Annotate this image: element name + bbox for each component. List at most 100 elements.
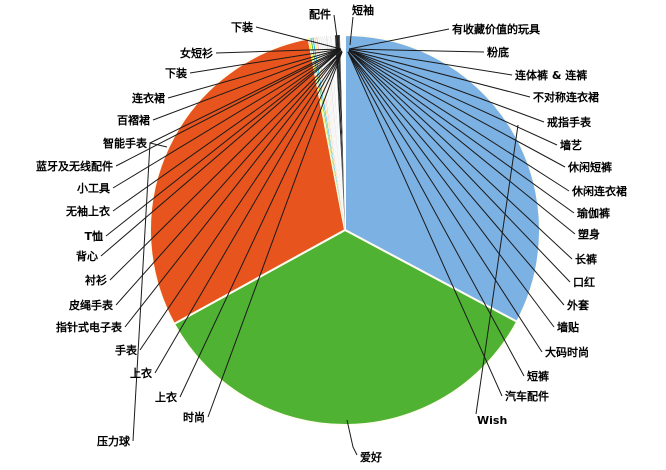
slice-label: 下装 bbox=[231, 20, 253, 34]
slice-label: 皮绳手表 bbox=[68, 298, 114, 312]
pie-slice[interactable] bbox=[308, 38, 346, 231]
label-connector-line bbox=[348, 48, 513, 76]
pie-slice[interactable] bbox=[332, 35, 345, 230]
label-connector-line bbox=[115, 49, 342, 167]
pie-slice[interactable] bbox=[321, 36, 345, 230]
slice-label: 智能手表 bbox=[103, 136, 148, 150]
pie-slice[interactable] bbox=[338, 35, 345, 231]
label-connector-line bbox=[348, 49, 558, 146]
pie-slice[interactable] bbox=[319, 36, 345, 230]
label-connector-line bbox=[348, 48, 485, 53]
pie-slice[interactable] bbox=[317, 36, 345, 231]
label-connector-line bbox=[348, 50, 576, 235]
slice-label: 百褶裙 bbox=[117, 113, 150, 127]
label-connector-line bbox=[112, 49, 342, 212]
slice-label-aihao: 爱好 bbox=[360, 450, 382, 464]
slice-label: 无袖上衣 bbox=[65, 204, 111, 218]
label-connector-line bbox=[115, 50, 343, 306]
pie-slice[interactable] bbox=[340, 35, 345, 230]
pie-slice[interactable] bbox=[342, 35, 345, 231]
pie-slice[interactable] bbox=[341, 35, 345, 230]
slice-label: 下装 bbox=[165, 66, 187, 80]
label-connector-line bbox=[149, 48, 342, 144]
slice-label: 背心 bbox=[76, 249, 98, 263]
pie-slice[interactable] bbox=[312, 37, 345, 230]
slice-label: 连体裤 & 连裤 bbox=[515, 68, 587, 82]
pie-slice[interactable] bbox=[318, 36, 345, 231]
slice-label: 墙贴 bbox=[557, 320, 579, 334]
label-connector-line bbox=[124, 50, 343, 328]
label-connector-line bbox=[348, 49, 531, 98]
slice-label: 衬衫 bbox=[85, 273, 107, 287]
label-connector-line bbox=[179, 51, 343, 398]
label-connector-line bbox=[347, 51, 543, 353]
pie-slice[interactable] bbox=[336, 35, 345, 230]
pie-slice[interactable] bbox=[316, 36, 345, 231]
slice-label: 汽车配件 bbox=[505, 389, 549, 403]
label-connector-line bbox=[348, 49, 566, 168]
pie-slice[interactable] bbox=[344, 34, 345, 231]
label-connector-line bbox=[105, 49, 342, 237]
slice-label: 塑身 bbox=[578, 227, 600, 241]
pie-slice[interactable] bbox=[343, 35, 345, 230]
slice-label-duanxiu: 短袖 bbox=[352, 3, 374, 17]
slice-label: 小工具 bbox=[76, 181, 110, 195]
slice-label: 短裤 bbox=[527, 369, 549, 383]
label-connector-line bbox=[112, 49, 342, 189]
pie-slice[interactable] bbox=[331, 35, 345, 231]
slice-label: 瑜伽裤 bbox=[577, 206, 610, 220]
pie-slice[interactable] bbox=[322, 36, 345, 230]
label-connector-line bbox=[255, 26, 342, 50]
label-connector-line bbox=[215, 48, 342, 54]
pie-slice[interactable] bbox=[330, 35, 345, 230]
pie-slice[interactable] bbox=[333, 35, 345, 231]
pie-slice[interactable] bbox=[329, 35, 345, 230]
slice-label: 时尚 bbox=[183, 410, 205, 424]
pie-slice[interactable] bbox=[334, 35, 345, 230]
label-connector-line bbox=[154, 51, 343, 374]
label-connectors bbox=[100, 14, 576, 456]
slice-label: 粉底 bbox=[487, 45, 509, 59]
label-connector-line bbox=[346, 419, 358, 456]
label-connector-line bbox=[347, 51, 565, 306]
pie-slice[interactable] bbox=[313, 37, 345, 230]
label-connector-line bbox=[109, 50, 343, 281]
pie-slice[interactable] bbox=[311, 37, 345, 230]
slice-label-peijian: 配件 bbox=[309, 7, 331, 21]
pie-slice[interactable] bbox=[327, 35, 345, 231]
label-connector-line bbox=[100, 49, 342, 257]
label-connector-line bbox=[348, 50, 571, 283]
slice-label: 指针式电子表 bbox=[56, 320, 123, 334]
label-connector-line bbox=[333, 14, 339, 46]
pie-slice[interactable] bbox=[326, 35, 345, 230]
label-connector-line bbox=[207, 51, 343, 418]
slice-labels: 配件 短袖 下装 女短衫 下装 连衣裙 百褶裙 智能手表 蓝牙及无线配件 小工具… bbox=[36, 3, 627, 464]
label-connector-line bbox=[347, 51, 503, 397]
pie-slice[interactable] bbox=[324, 36, 345, 231]
label-connector-line bbox=[189, 48, 342, 74]
pie-slice[interactable] bbox=[172, 228, 519, 426]
label-connector-line bbox=[347, 51, 525, 377]
slice-label: 手表 bbox=[115, 343, 138, 357]
slice-label: 戒指手表 bbox=[547, 115, 592, 129]
label-connector-line bbox=[348, 50, 573, 260]
pie-slice[interactable] bbox=[328, 35, 345, 231]
pie-slice[interactable] bbox=[339, 35, 345, 231]
label-connector-line bbox=[348, 49, 545, 123]
slice-label: 口红 bbox=[573, 275, 595, 289]
slice-label: 不对称连衣裙 bbox=[533, 90, 599, 104]
slice-label-yaliqiu: 压力球 bbox=[97, 434, 131, 448]
pie-slice[interactable] bbox=[323, 36, 345, 230]
label-connector-line bbox=[347, 51, 555, 328]
slice-label: 上衣 bbox=[130, 366, 153, 380]
slice-label: 蓝牙及无线配件 bbox=[36, 159, 113, 173]
slice-label: 外套 bbox=[566, 298, 590, 312]
label-connector-line bbox=[348, 50, 575, 214]
slice-label: T恤 bbox=[84, 229, 103, 243]
pie-slice[interactable] bbox=[337, 35, 345, 231]
label-connector-line bbox=[348, 28, 450, 50]
slice-label: 休闲连衣裙 bbox=[571, 184, 627, 198]
slice-label: 有收藏价值的玩具 bbox=[452, 22, 540, 36]
pie-slice[interactable] bbox=[335, 35, 345, 231]
